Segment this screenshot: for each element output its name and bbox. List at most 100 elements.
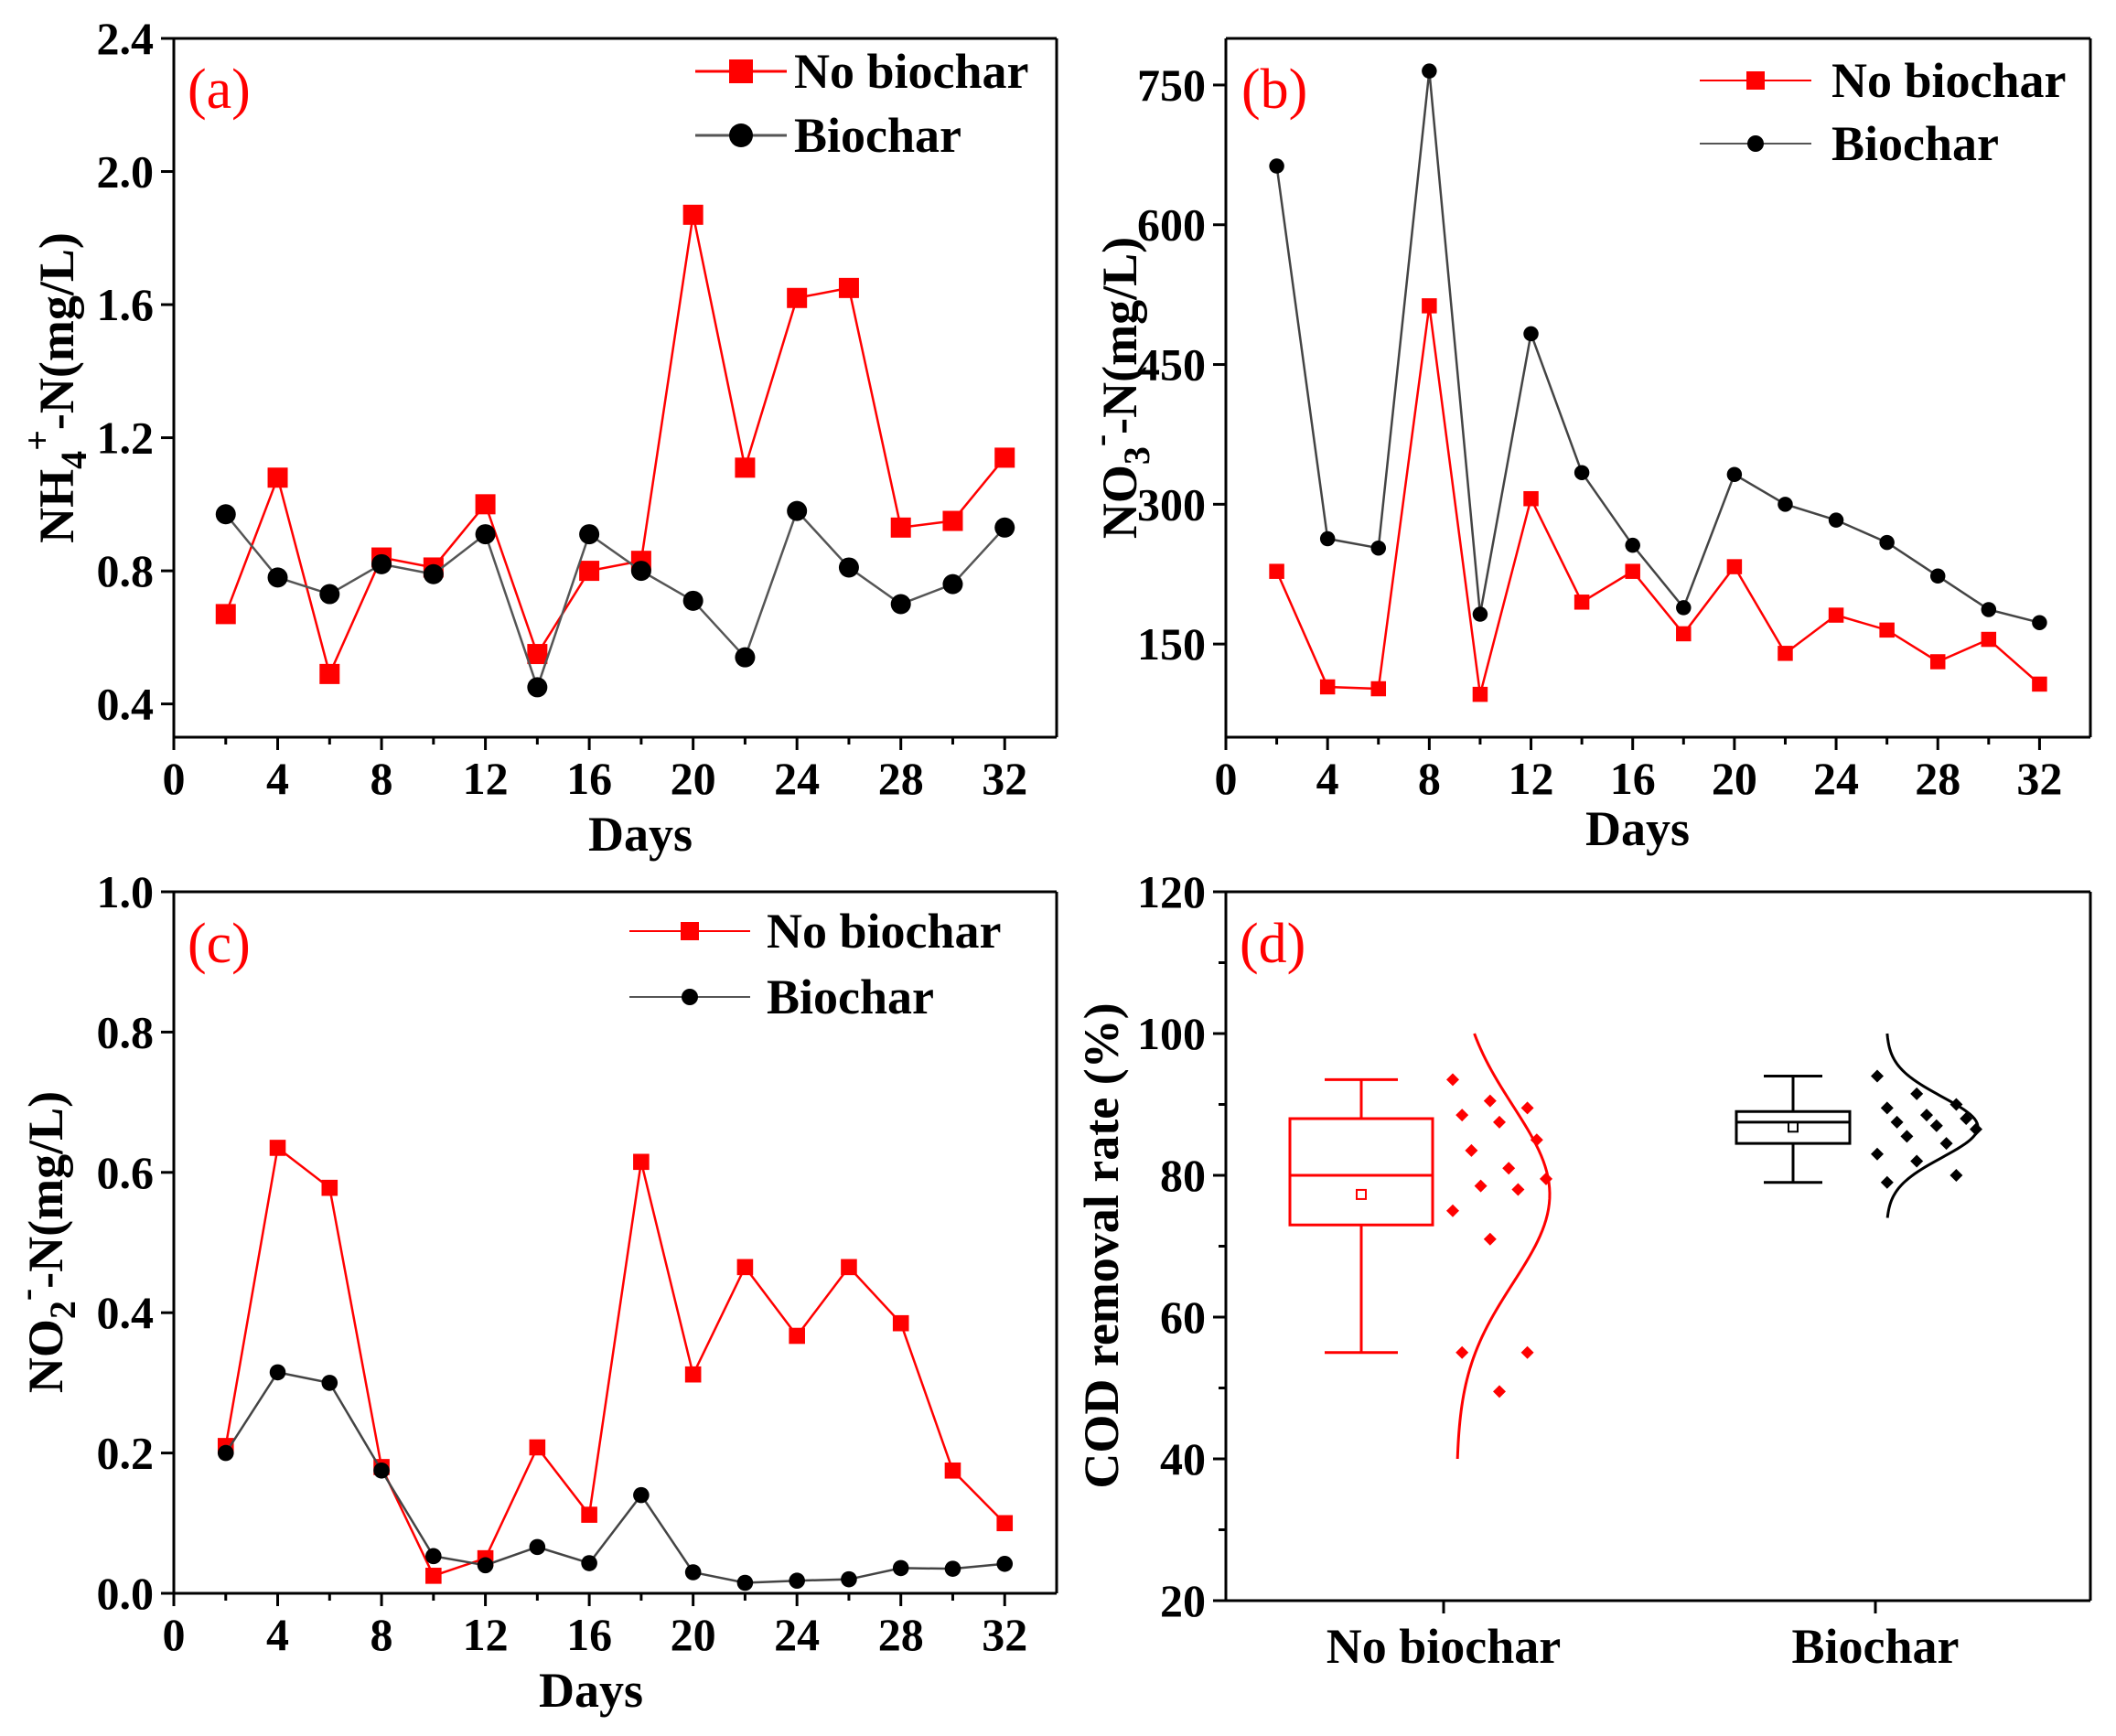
panel-b-ylabel-sup: - xyxy=(1079,434,1121,446)
legend-label-biochar: Biochar xyxy=(1831,116,1999,171)
x-tick-label: 0 xyxy=(1215,753,1238,804)
data-point xyxy=(1520,1101,1534,1115)
data-point-no-biochar xyxy=(787,287,808,308)
x-tick-label: 12 xyxy=(463,753,509,804)
panel-d-cod-chart: 20 40 60 80 100 120 No biochar Biochar (d) COD … xyxy=(1074,866,2092,1674)
data-point-no-biochar xyxy=(2032,676,2047,692)
y-tick-label: 0.2 xyxy=(97,1428,155,1479)
data-point-no-biochar xyxy=(1370,680,1387,697)
panel-d-label: (d) xyxy=(1240,913,1305,975)
y-tick-label: 750 xyxy=(1137,59,1206,111)
data-point-biochar xyxy=(423,563,444,584)
panel-c-xlabel: Days xyxy=(539,1663,643,1718)
data-point-no-biochar xyxy=(682,204,704,225)
data-point xyxy=(1530,1133,1543,1147)
data-point-biochar xyxy=(1828,512,1844,528)
panel-a-label: (a) xyxy=(188,59,251,121)
x-tick-label: 4 xyxy=(266,1609,289,1660)
y-tick-label: 60 xyxy=(1160,1291,1206,1343)
data-point xyxy=(1520,1345,1534,1359)
data-point xyxy=(1871,1147,1884,1161)
series-line-biochar xyxy=(224,1371,1005,1584)
mean-marker xyxy=(1356,1188,1367,1200)
y-tick-label: 1.6 xyxy=(97,279,155,330)
data-point-no-biochar xyxy=(1422,298,1437,314)
panel-c-label: (c) xyxy=(188,913,251,975)
data-point-biochar xyxy=(1879,534,1895,551)
panel-b-legend: No biochar Biochar xyxy=(1700,53,2067,171)
data-point-biochar xyxy=(994,517,1015,538)
y-tick-label: 2.4 xyxy=(97,13,155,64)
x-tick-label: 4 xyxy=(1316,753,1339,804)
data-point-biochar xyxy=(1269,158,1284,174)
data-point-no-biochar xyxy=(684,1366,702,1383)
y-tick-label: 600 xyxy=(1137,199,1206,251)
panel-b-series xyxy=(1269,63,2047,702)
data-point-no-biochar xyxy=(1574,595,1590,610)
panel-a-ylabel-sup: + xyxy=(16,430,58,451)
data-point-no-biochar xyxy=(942,510,963,531)
x-tick-label: 0 xyxy=(163,753,186,804)
panel-a-ylabel-sub: 4 xyxy=(53,451,94,469)
mean-marker xyxy=(1788,1121,1799,1133)
data-point-no-biochar xyxy=(1523,490,1539,507)
data-point xyxy=(1474,1179,1488,1193)
x-tick-label: 8 xyxy=(371,1609,393,1660)
data-point xyxy=(1493,1385,1506,1398)
data-point-biochar xyxy=(1778,497,1793,512)
panel-a-ylabel-rest: -N(mg/L) xyxy=(29,232,84,430)
data-point-no-biochar xyxy=(1778,646,1793,661)
data-point xyxy=(1511,1183,1525,1196)
data-point xyxy=(1465,1143,1478,1157)
data-point xyxy=(1900,1130,1914,1143)
x-tick-label: 24 xyxy=(1813,753,1859,804)
data-point-biochar xyxy=(1574,465,1590,480)
x-tick-label: 20 xyxy=(671,1609,716,1660)
data-point-no-biochar xyxy=(1269,563,1284,579)
data-point-biochar xyxy=(529,1538,546,1556)
data-point-no-biochar xyxy=(529,1439,546,1456)
data-point-biochar xyxy=(1726,466,1743,482)
data-point-no-biochar xyxy=(1879,622,1895,638)
x-tick-label: 16 xyxy=(566,1609,612,1660)
data-point xyxy=(1939,1137,1953,1151)
panel-c-legend: No biochar Biochar xyxy=(629,904,1002,1024)
x-tick-label: 4 xyxy=(266,753,289,804)
data-point-no-biochar xyxy=(1625,563,1640,579)
data-point xyxy=(1970,1122,1982,1136)
data-point xyxy=(1929,1119,1943,1132)
y-tick-label: 2.0 xyxy=(97,146,155,198)
data-point-no-biochar xyxy=(1726,559,1743,574)
data-point-no-biochar xyxy=(1319,679,1336,695)
data-point-no-biochar xyxy=(579,561,600,582)
series-line-no-biochar xyxy=(224,214,1006,678)
panel-b-ylabel-main: NO xyxy=(1092,465,1147,539)
y-tick-label: 0.8 xyxy=(97,1006,155,1057)
legend-label-no-biochar: No biochar xyxy=(767,904,1002,959)
panel-b-ylabel-rest: -N(mg/L) xyxy=(1092,237,1147,434)
y-tick-label: 80 xyxy=(1160,1150,1206,1201)
panel-a-ylabel-main: NH xyxy=(29,469,84,543)
legend-marker-biochar xyxy=(1747,135,1764,152)
data-point-no-biochar xyxy=(527,644,548,665)
data-point-no-biochar xyxy=(1929,654,1946,670)
x-tick-label: 20 xyxy=(1712,753,1757,804)
data-point-no-biochar xyxy=(267,467,288,488)
data-point-no-biochar xyxy=(319,663,340,684)
data-point-biochar xyxy=(841,1570,857,1588)
y-tick-label: 120 xyxy=(1137,866,1206,917)
data-point-biochar xyxy=(319,584,340,605)
data-point-no-biochar xyxy=(1676,626,1692,642)
data-point-biochar xyxy=(215,504,236,525)
data-point xyxy=(1950,1169,1963,1182)
data-point-biochar xyxy=(269,1364,286,1381)
panel-a-series xyxy=(215,204,1015,698)
legend-label-biochar: Biochar xyxy=(767,970,934,1024)
series-line-no-biochar xyxy=(224,1145,1006,1578)
data-point-no-biochar xyxy=(1981,631,1997,648)
x-tick-label: 8 xyxy=(371,753,393,804)
data-point-biochar xyxy=(1676,600,1692,616)
y-tick-label: 450 xyxy=(1137,339,1206,391)
normal-curve xyxy=(1885,1033,1980,1218)
